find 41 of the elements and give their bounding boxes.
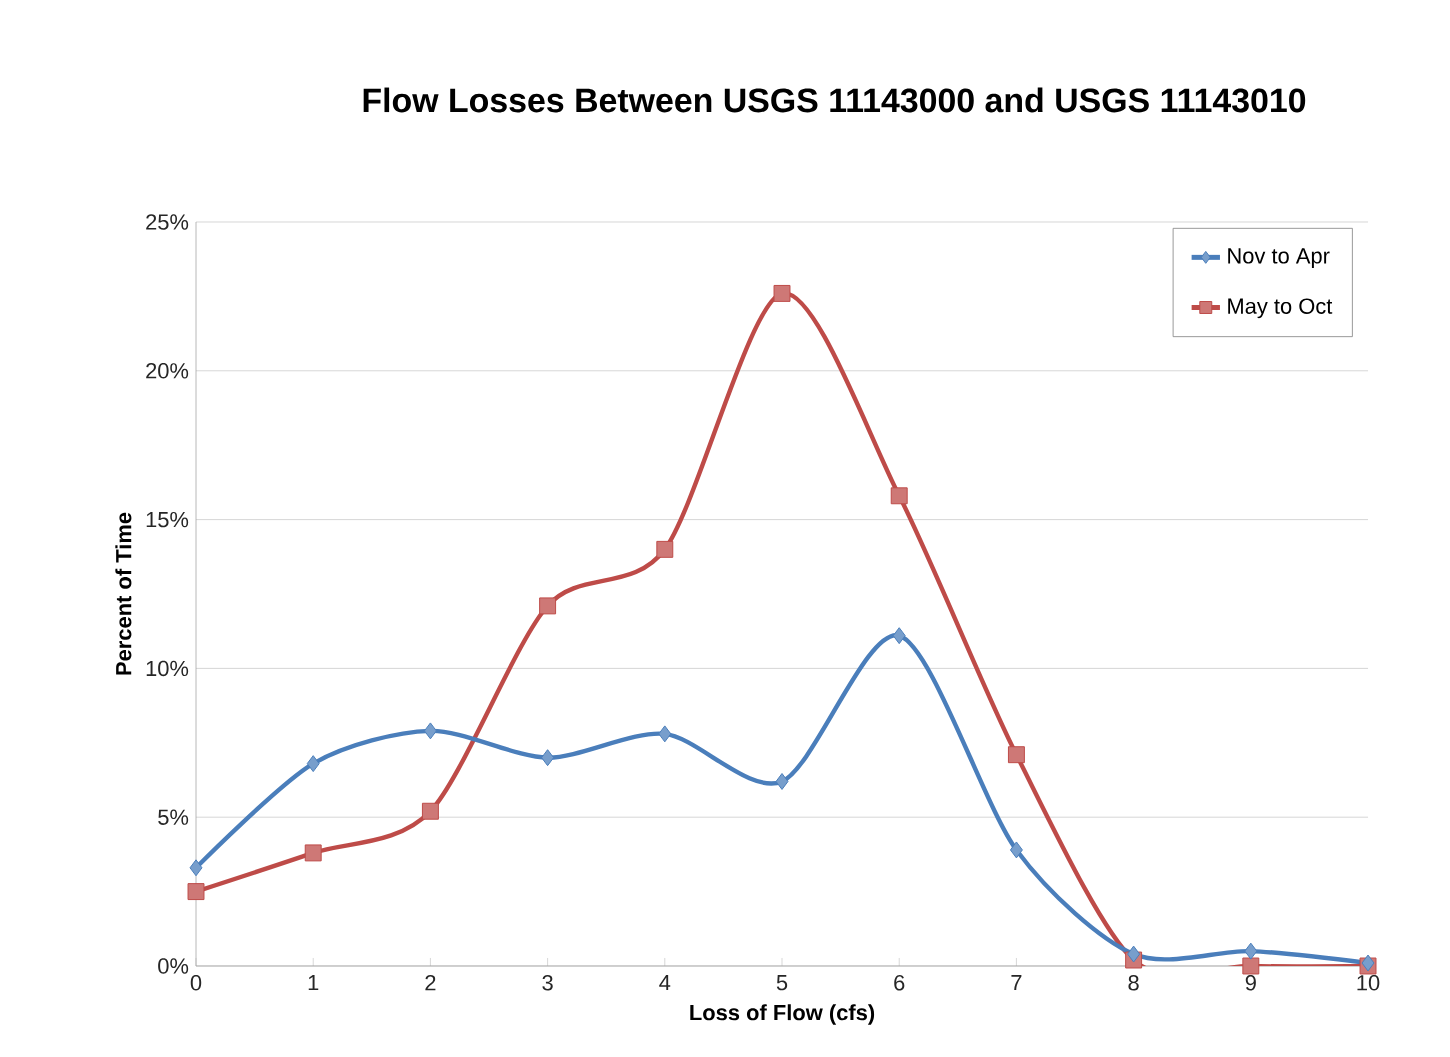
point bbox=[656, 540, 674, 558]
point bbox=[892, 627, 906, 645]
x-tick-label: 10 bbox=[1357, 975, 1380, 991]
legend-label: Nov to Apr bbox=[1228, 248, 1330, 268]
x-tick-label: 5 bbox=[776, 975, 788, 991]
point bbox=[306, 755, 320, 773]
point bbox=[539, 597, 557, 615]
point bbox=[1007, 746, 1025, 764]
point bbox=[1244, 942, 1258, 960]
y-tick-label: 0% bbox=[158, 958, 189, 974]
point bbox=[773, 284, 791, 302]
point bbox=[890, 487, 908, 505]
x-tick-label: 2 bbox=[425, 975, 436, 991]
x-tick-label: 8 bbox=[1128, 975, 1139, 991]
point bbox=[1242, 957, 1260, 975]
y-tick-label: 15% bbox=[146, 511, 189, 528]
x-tick-label: 1 bbox=[308, 975, 319, 991]
x-tick-label: 4 bbox=[659, 975, 671, 991]
legend-label: May to Oct bbox=[1228, 298, 1333, 319]
x-tick-label: 6 bbox=[894, 975, 905, 991]
y-axis-title: Percent of Time bbox=[115, 512, 132, 675]
chart-title: Flow Losses Between USGS 11143000 and USGS 11143010 bbox=[363, 87, 1306, 113]
point bbox=[1127, 945, 1141, 963]
x-axis-title: Loss of Flow (cfs) bbox=[690, 1004, 875, 1025]
point bbox=[421, 802, 439, 820]
point bbox=[1009, 841, 1023, 859]
point bbox=[775, 773, 789, 790]
point bbox=[541, 749, 555, 767]
point bbox=[189, 859, 203, 877]
y-tick-label: 20% bbox=[146, 363, 189, 379]
x-tick-label: 3 bbox=[542, 975, 553, 991]
x-tick-label: 0 bbox=[190, 975, 202, 991]
point bbox=[658, 725, 672, 743]
x-tick-label: 9 bbox=[1245, 975, 1256, 991]
y-tick-label: 5% bbox=[158, 809, 189, 825]
point bbox=[423, 722, 437, 740]
x-tick-label: 7 bbox=[1011, 975, 1022, 991]
point bbox=[187, 883, 205, 901]
point bbox=[304, 844, 322, 862]
y-tick-label: 25% bbox=[146, 214, 189, 230]
y-tick-label: 10% bbox=[146, 660, 189, 677]
